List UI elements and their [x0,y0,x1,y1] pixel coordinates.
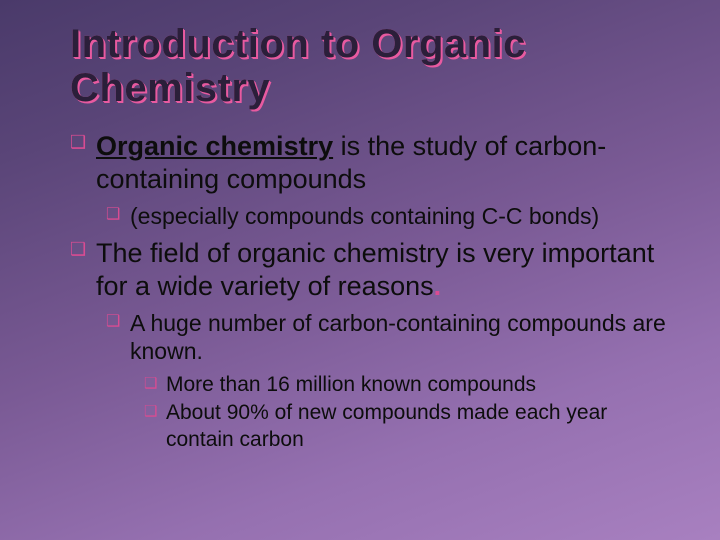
bullet-list-level-3: More than 16 million known compounds Abo… [70,372,670,453]
bullet-list-level-2: A huge number of carbon-containing compo… [70,309,670,453]
bullet-text: The field of organic chemistry is very i… [96,238,654,301]
bullet-bold-term: Organic chemistry [96,131,333,161]
bullet-list-level-2: (especially compounds containing C-C bon… [70,202,670,231]
bullet-organic-chem-def: Organic chemistry is the study of carbon… [96,130,670,196]
bullet-90-percent: About 90% of new compounds made each yea… [166,400,670,453]
slide-container: Introduction to Organic Chemistry Organi… [0,0,720,540]
bullet-cc-bonds: (especially compounds containing C-C bon… [130,202,670,231]
bullet-importance: The field of organic chemistry is very i… [96,237,670,303]
bullet-huge-number: A huge number of carbon-containing compo… [130,309,670,367]
slide-title: Introduction to Organic Chemistry [70,22,670,110]
bullet-16-million: More than 16 million known compounds [166,372,670,398]
bullet-period-accent: . [434,271,442,301]
bullet-list-level-1: Organic chemistry is the study of carbon… [70,130,670,453]
